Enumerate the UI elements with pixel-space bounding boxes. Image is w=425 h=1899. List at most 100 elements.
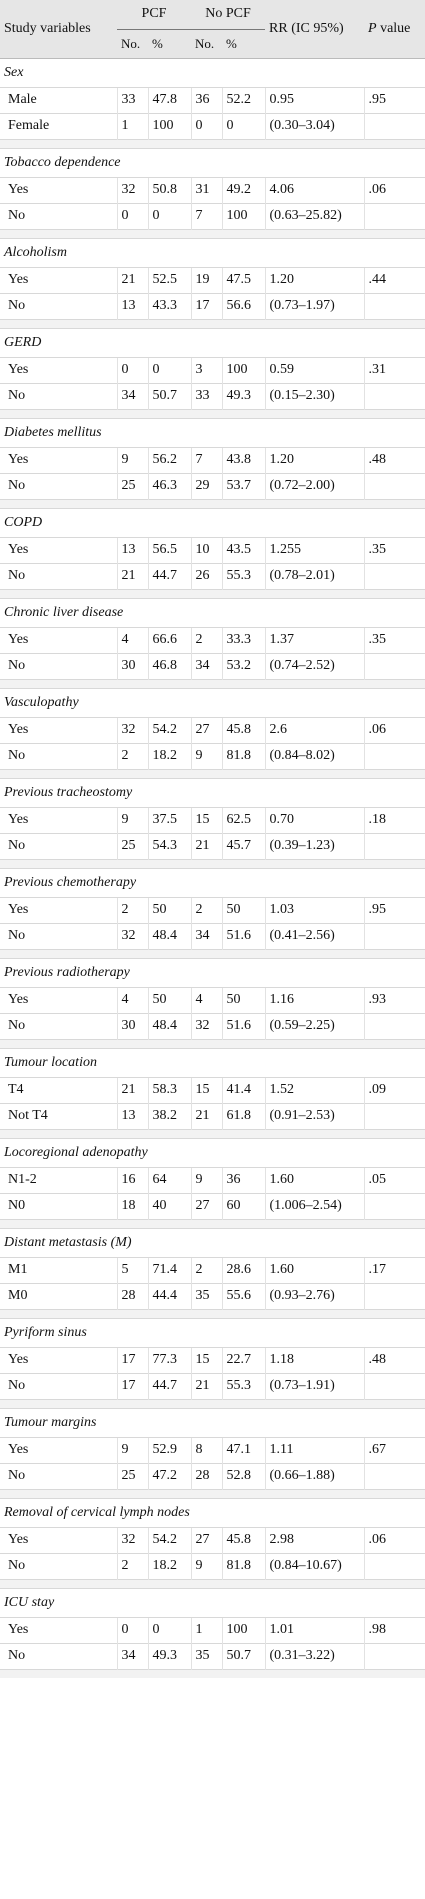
cell-value: 4 [116, 626, 148, 653]
row-label: Male [0, 86, 117, 113]
cell-value: 44.7 [147, 1372, 192, 1399]
empty-cell [363, 1642, 425, 1669]
cell-value: 35 [190, 1642, 223, 1669]
cell-value: 34 [190, 652, 223, 679]
data-row: N1-2 16 64 9 36 1.60.05 [0, 1166, 425, 1193]
spacer-row [0, 1398, 425, 1408]
p-cell: .35 [363, 536, 425, 563]
results-table: Study variables PCF No PCF RR (IC 95%) P… [0, 0, 425, 1678]
cell-value: 58.3 [147, 1076, 192, 1103]
spacer-row [0, 1308, 425, 1318]
cell-value: 33.3 [221, 626, 266, 653]
group-title: Removal of cervical lymph nodes [0, 1497, 425, 1527]
empty-cell [363, 1372, 425, 1399]
cell-value: 21 [190, 1372, 223, 1399]
row-label: Yes [0, 176, 117, 203]
group-row: Sex [0, 57, 425, 87]
group-title: Vasculopathy [0, 687, 425, 717]
row-label: Yes [0, 536, 117, 563]
group-row: Diabetes mellitus [0, 417, 425, 447]
cell-value: 45.8 [221, 1526, 266, 1553]
cell-value: 54.3 [147, 832, 192, 859]
cell-value: 13 [116, 536, 148, 563]
empty-cell [363, 202, 425, 229]
group-title: Previous radiotherapy [0, 957, 425, 987]
spacer [0, 858, 425, 868]
cell-value: 9 [190, 1166, 223, 1193]
cell-value: 25 [116, 1462, 148, 1489]
group-title: Tobacco dependence [0, 147, 425, 177]
group-title: Previous chemotherapy [0, 867, 425, 897]
header-cell: % [222, 29, 266, 59]
cell-value: 49.3 [221, 382, 266, 409]
ci-cell: (0.73–1.97) [264, 292, 365, 319]
p-cell: .06 [363, 1526, 425, 1553]
spacer-row [0, 1218, 425, 1228]
cell-value: 100 [147, 112, 192, 139]
cell-value: 50 [147, 896, 192, 923]
row-label: Yes [0, 1346, 117, 1373]
spacer [0, 1308, 425, 1318]
data-row: No 17 44.7 21 55.3 (0.73–1.91) [0, 1372, 425, 1399]
ci-cell: (0.84–10.67) [264, 1552, 365, 1579]
cell-value: 3 [190, 356, 223, 383]
cell-value: 31 [190, 176, 223, 203]
cell-value: 50.7 [221, 1642, 266, 1669]
cell-value: 10 [190, 536, 223, 563]
cell-value: 33 [190, 382, 223, 409]
row-label: Yes [0, 716, 117, 743]
cell-value: 2 [116, 1552, 148, 1579]
ci-cell: (0.41–2.56) [264, 922, 365, 949]
cell-value: 54.2 [147, 716, 192, 743]
data-row: No 13 43.3 17 56.6 (0.73–1.97) [0, 292, 425, 319]
cell-value: 0 [147, 356, 192, 383]
group-row: Chronic liver disease [0, 597, 425, 627]
empty-cell [363, 922, 425, 949]
empty-cell [363, 562, 425, 589]
cell-value: 64 [147, 1166, 192, 1193]
spacer-row [0, 1128, 425, 1138]
empty-cell [363, 832, 425, 859]
spacer [0, 318, 425, 328]
p-cell: .09 [363, 1076, 425, 1103]
group-row: Tumour margins [0, 1407, 425, 1437]
group-title: Locoregional adenopathy [0, 1137, 425, 1167]
cell-value: 30 [116, 1012, 148, 1039]
ci-cell: (0.78–2.01) [264, 562, 365, 589]
cell-value: 32 [116, 716, 148, 743]
cell-value: 21 [190, 1102, 223, 1129]
spacer [0, 1218, 425, 1228]
row-label: No [0, 562, 117, 589]
cell-value: 43.3 [147, 292, 192, 319]
cell-value: 26 [190, 562, 223, 589]
cell-value: 0 [147, 1616, 192, 1643]
header-cell: PCF [117, 0, 192, 30]
data-row: Yes 0 0 1 100 1.01.98 [0, 1616, 425, 1643]
group-row: Removal of cervical lymph nodes [0, 1497, 425, 1527]
cell-value: 7 [190, 446, 223, 473]
spacer-row [0, 138, 425, 148]
cell-value: 21 [116, 1076, 148, 1103]
cell-value: 0 [116, 202, 148, 229]
spacer [0, 948, 425, 958]
cell-value: 52.8 [221, 1462, 266, 1489]
cell-value: 17 [190, 292, 223, 319]
ci-cell: (0.74–2.52) [264, 652, 365, 679]
cell-value: 2 [190, 626, 223, 653]
empty-cell [363, 652, 425, 679]
cell-value: 37.5 [147, 806, 192, 833]
cell-value: 53.7 [221, 472, 266, 499]
row-label: Female [0, 112, 117, 139]
p-cell: .67 [363, 1436, 425, 1463]
cell-value: 77.3 [147, 1346, 192, 1373]
cell-value: 25 [116, 832, 148, 859]
cell-value: 2 [190, 896, 223, 923]
rr-cell: 1.20 [264, 266, 365, 293]
empty-cell [363, 472, 425, 499]
empty-cell [363, 1462, 425, 1489]
table-header: Study variables PCF No PCF RR (IC 95%) P… [0, 0, 425, 59]
data-row: Yes 4 66.6 2 33.3 1.37.35 [0, 626, 425, 653]
cell-value: 56.5 [147, 536, 192, 563]
cell-value: 32 [190, 1012, 223, 1039]
cell-value: 40 [147, 1192, 192, 1219]
